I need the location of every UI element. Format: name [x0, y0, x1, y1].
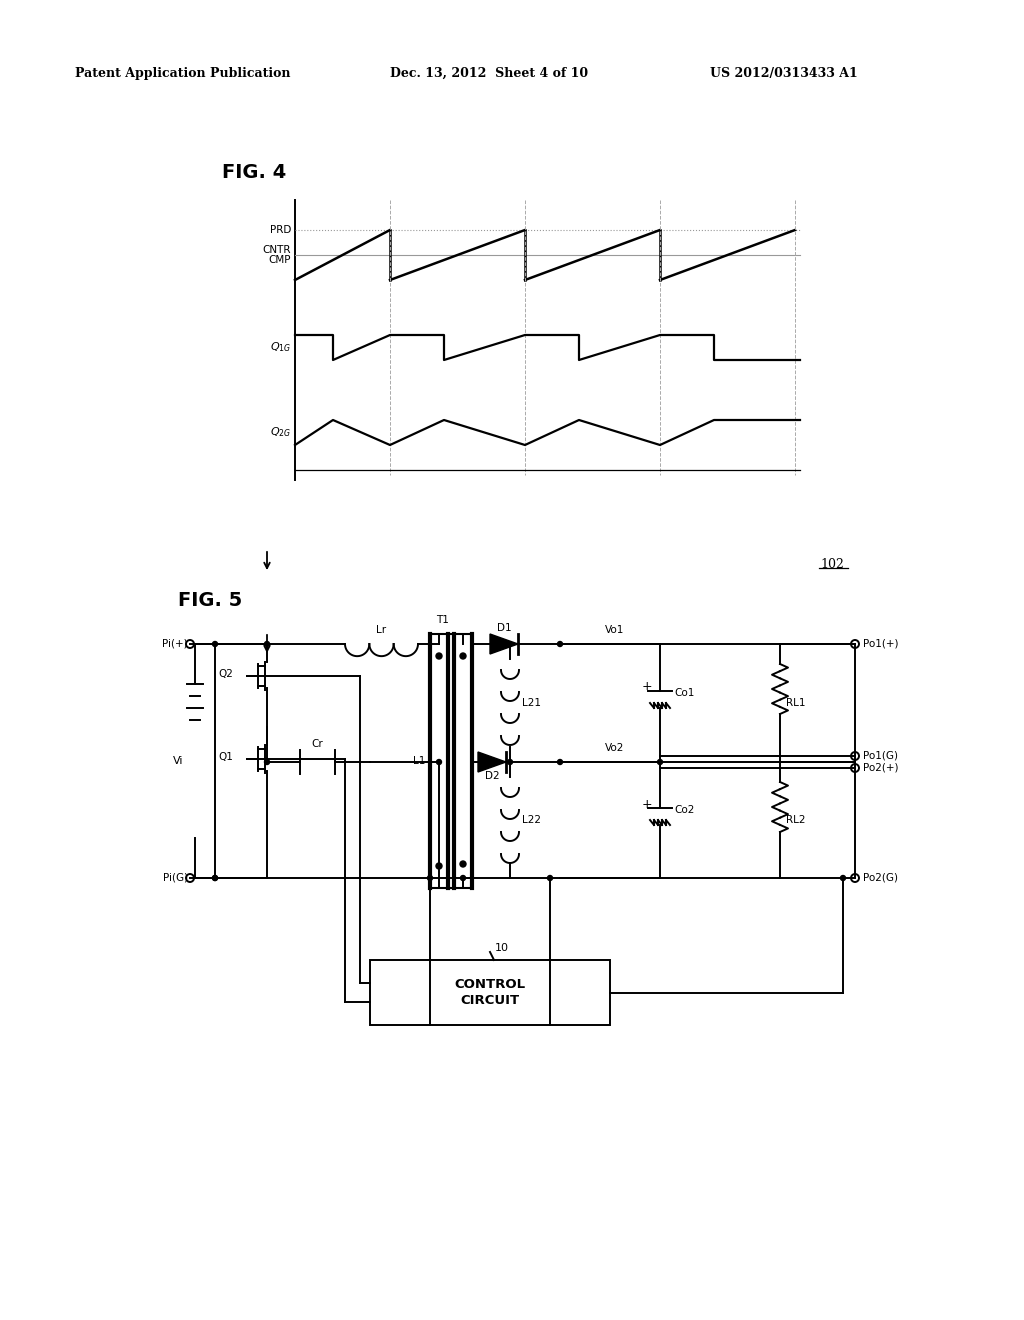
- Text: L22: L22: [522, 814, 541, 825]
- Circle shape: [557, 759, 562, 764]
- Text: Q1: Q1: [218, 752, 233, 762]
- Text: CMP: CMP: [268, 255, 291, 265]
- Circle shape: [657, 759, 663, 764]
- Text: D2: D2: [484, 771, 500, 781]
- Text: +: +: [642, 797, 652, 810]
- Polygon shape: [490, 634, 518, 653]
- Circle shape: [460, 653, 466, 659]
- Text: CNTR: CNTR: [262, 246, 291, 255]
- Text: L21: L21: [522, 698, 541, 708]
- Text: $Q_{2G}$: $Q_{2G}$: [269, 425, 291, 440]
- Text: FIG. 5: FIG. 5: [178, 590, 243, 610]
- Circle shape: [436, 863, 442, 869]
- Text: FIG. 4: FIG. 4: [222, 162, 287, 181]
- Circle shape: [213, 875, 217, 880]
- Text: Po2(+): Po2(+): [863, 763, 898, 774]
- Circle shape: [557, 642, 562, 647]
- Bar: [370, 960, 610, 1026]
- Circle shape: [841, 875, 846, 880]
- Circle shape: [461, 875, 466, 880]
- Text: Vi: Vi: [172, 756, 183, 766]
- Text: T1: T1: [435, 615, 449, 624]
- Text: Co1: Co1: [674, 688, 694, 698]
- Text: RL2: RL2: [786, 814, 806, 825]
- Circle shape: [213, 875, 217, 880]
- Text: L1: L1: [413, 756, 425, 766]
- Text: Vo2: Vo2: [605, 743, 625, 752]
- Text: US 2012/0313433 A1: US 2012/0313433 A1: [710, 66, 858, 79]
- Circle shape: [427, 875, 432, 880]
- Circle shape: [264, 759, 269, 764]
- Text: Po1(+): Po1(+): [863, 639, 898, 649]
- Text: Po1(G): Po1(G): [863, 751, 898, 762]
- Circle shape: [460, 861, 466, 867]
- Text: Dec. 13, 2012  Sheet 4 of 10: Dec. 13, 2012 Sheet 4 of 10: [390, 66, 588, 79]
- Circle shape: [436, 653, 442, 659]
- Text: Cr: Cr: [311, 739, 324, 748]
- Text: Vo1: Vo1: [605, 624, 625, 635]
- Circle shape: [548, 875, 553, 880]
- Text: +: +: [642, 681, 652, 693]
- Text: Po2(G): Po2(G): [863, 873, 898, 883]
- Text: PRD: PRD: [269, 224, 291, 235]
- Text: $Q_{1G}$: $Q_{1G}$: [269, 341, 291, 354]
- Text: 102: 102: [820, 557, 844, 570]
- Text: Pi(+): Pi(+): [163, 638, 188, 648]
- Circle shape: [213, 642, 217, 647]
- Text: Lr: Lr: [377, 624, 387, 635]
- Circle shape: [264, 642, 269, 647]
- Text: D1: D1: [497, 623, 511, 634]
- Text: Pi(G): Pi(G): [163, 873, 188, 882]
- Polygon shape: [478, 752, 506, 772]
- Text: 10: 10: [495, 942, 509, 953]
- Text: Co2: Co2: [674, 805, 694, 814]
- Text: Patent Application Publication: Patent Application Publication: [75, 66, 291, 79]
- Text: RL1: RL1: [786, 698, 806, 708]
- Text: Q2: Q2: [218, 669, 233, 678]
- Text: CONTROL
CIRCUIT: CONTROL CIRCUIT: [455, 978, 525, 1006]
- Circle shape: [436, 759, 441, 764]
- Circle shape: [508, 759, 512, 764]
